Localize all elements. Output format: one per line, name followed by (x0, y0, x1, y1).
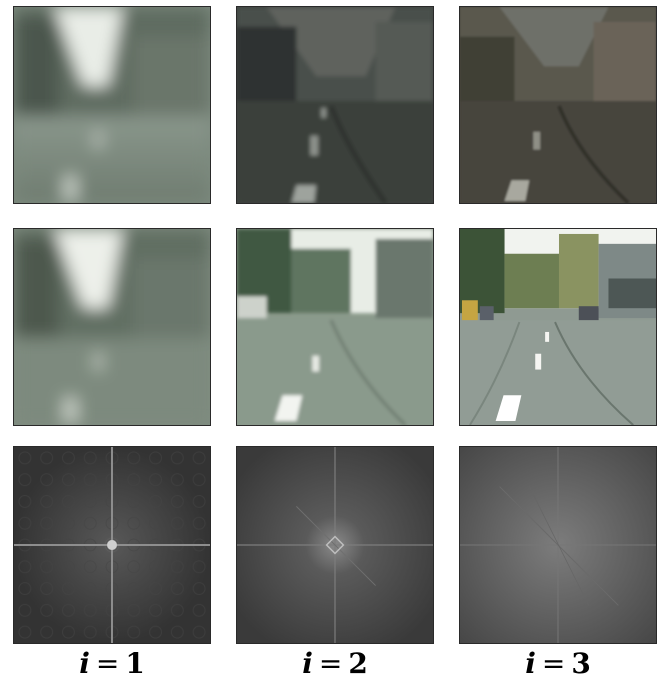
image-rgb-scale1 (13, 228, 211, 426)
column-label-value: 1 (125, 647, 145, 680)
column-label-equals: = (541, 647, 566, 680)
column-label-variable: i (302, 647, 313, 680)
image-rgb-scale3 (459, 228, 657, 426)
image-rgb-scale2 (236, 228, 434, 426)
column-label-3: i = 3 (459, 644, 657, 684)
column-label-value: 3 (571, 647, 591, 680)
image-features-scale2-row1 (236, 6, 434, 204)
column-label-equals: = (318, 647, 343, 680)
spectrum-scale1 (13, 446, 211, 644)
spectrum-scale3 (459, 446, 657, 644)
column-label-1: i = 1 (13, 644, 211, 684)
column-label-value: 2 (348, 647, 368, 680)
column-label-2: i = 2 (236, 644, 434, 684)
spectrum-scale2 (236, 446, 434, 644)
column-label-variable: i (79, 647, 90, 680)
column-label-variable: i (525, 647, 536, 680)
column-label-equals: = (95, 647, 120, 680)
image-blur-scale1-row1 (13, 6, 211, 204)
image-features-scale3-row1 (459, 6, 657, 204)
